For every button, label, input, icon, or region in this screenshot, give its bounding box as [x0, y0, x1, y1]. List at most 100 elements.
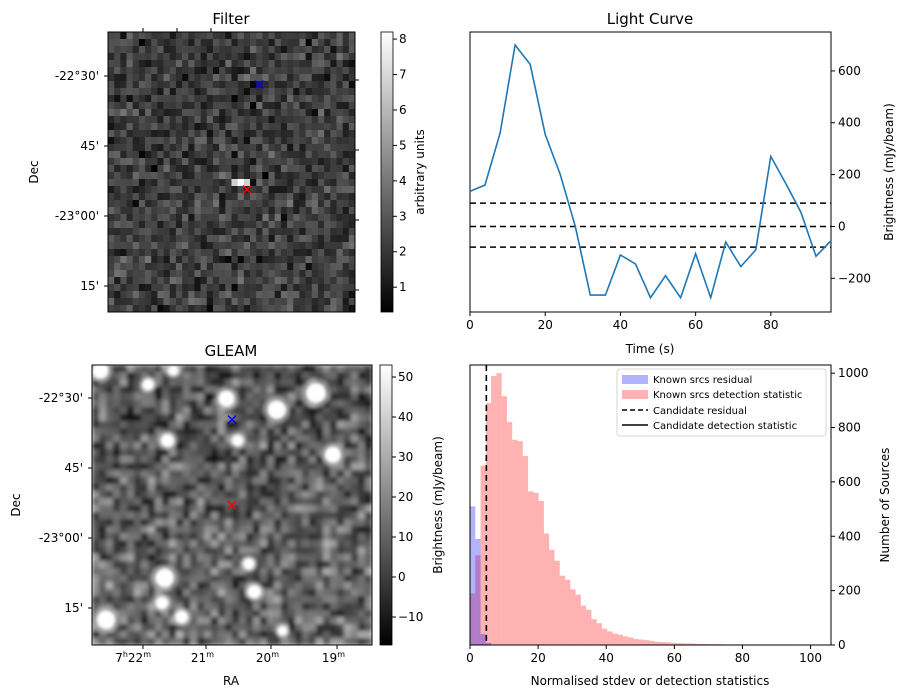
filter-pixel — [132, 137, 140, 145]
filter-pixel — [108, 53, 115, 61]
filter-pixel — [299, 291, 306, 299]
filter-pixel — [299, 305, 306, 313]
gleam-pixel — [176, 603, 184, 611]
filter-pixel — [163, 298, 171, 306]
filter-pixel — [237, 39, 245, 47]
gleam-pixel — [225, 568, 233, 576]
filter-pixel — [225, 305, 232, 313]
gleam-pixel — [92, 456, 100, 464]
gleam-pixel — [323, 575, 331, 583]
gleam-pixel — [295, 596, 303, 604]
filter-pixel — [212, 46, 220, 54]
gleam-pixel — [211, 449, 219, 457]
gleam-pixel — [211, 512, 219, 520]
filter-pixel — [219, 32, 226, 40]
filter-pixel — [330, 109, 337, 117]
gleam-pixel — [148, 533, 156, 541]
filter-pixel — [182, 88, 189, 96]
filter-pixel — [299, 95, 306, 103]
filter-pixel — [225, 39, 232, 47]
filter-pixel — [330, 263, 337, 271]
filter-pixel — [299, 277, 306, 285]
filter-pixel — [157, 165, 164, 173]
gleam-pixel — [330, 540, 338, 548]
gleam-pixel — [225, 547, 233, 555]
gleam-pixel — [344, 484, 352, 492]
gleam-pixel — [99, 589, 107, 597]
filter-pixel — [120, 116, 127, 124]
gleam-pixel — [309, 421, 317, 429]
filter-pixel — [182, 263, 189, 271]
histogram-bar — [591, 619, 597, 645]
filter-cb-tick-label: 8 — [399, 32, 407, 46]
filter-pixel — [212, 95, 220, 103]
gleam-pixel — [204, 421, 212, 429]
gleam-pixel — [246, 505, 254, 513]
gleam-pixel — [309, 610, 317, 618]
filter-pixel — [293, 200, 300, 208]
gleam-pixel — [190, 638, 198, 645]
gleam-pixel — [218, 477, 226, 485]
gleam-source — [174, 610, 189, 624]
gleam-pixel — [246, 407, 254, 415]
filter-pixel — [114, 249, 121, 257]
gleam-pixel — [365, 400, 372, 408]
gleam-pixel — [197, 365, 205, 373]
gleam-pixel — [365, 393, 372, 401]
gleam-pixel — [323, 407, 331, 415]
gleam-x-ticks: 7h22m 21m 20m 19m — [115, 645, 345, 665]
gleam-pixel — [323, 477, 331, 485]
gleam-pixel — [274, 428, 282, 436]
filter-pixel — [250, 46, 257, 54]
filter-pixel — [311, 53, 319, 61]
gleam-pixel — [239, 470, 247, 478]
filter-pixel — [182, 179, 189, 187]
filter-pixel — [231, 291, 238, 299]
gleam-pixel — [183, 540, 191, 548]
filter-pixel — [287, 60, 294, 68]
gleam-pixel — [197, 414, 205, 422]
gleam-pixel — [190, 568, 198, 576]
gleam-pixel — [330, 372, 338, 380]
filter-pixel — [200, 109, 208, 117]
filter-pixel — [299, 165, 306, 173]
filter-pixel — [330, 102, 337, 110]
gleam-pixel — [211, 582, 219, 590]
gleam-pixel — [197, 463, 205, 471]
filter-pixel — [120, 270, 127, 278]
gleam-pixel — [288, 372, 296, 380]
gleam-pixel — [176, 442, 184, 450]
gleam-pixel — [127, 582, 135, 590]
filter-pixel — [212, 291, 220, 299]
filter-pixel — [342, 277, 350, 285]
filter-pixel — [256, 172, 263, 180]
filter-pixel — [293, 102, 300, 110]
filter-pixel — [219, 109, 226, 117]
filter-pixel — [225, 109, 232, 117]
gleam-pixel — [211, 407, 219, 415]
filter-pixel — [219, 81, 226, 89]
gleam-pixel — [176, 554, 184, 562]
gleam-pixel — [281, 484, 289, 492]
gleam-pixel — [148, 400, 156, 408]
gleam-pixel — [274, 617, 282, 625]
filter-pixel — [311, 172, 319, 180]
filter-pixel — [237, 88, 245, 96]
filter-pixel — [342, 249, 350, 257]
gleam-pixel — [274, 456, 282, 464]
gleam-cb-tick-label: −10 — [398, 610, 423, 624]
gleam-pixel — [176, 470, 184, 478]
filter-pixel — [243, 88, 251, 96]
filter-pixel — [175, 116, 183, 124]
gleam-pixel — [323, 617, 331, 625]
gleam-pixel — [309, 365, 317, 373]
gleam-pixel — [253, 372, 261, 380]
gleam-pixel — [148, 449, 156, 457]
filter-pixel — [336, 144, 343, 152]
gleam-pixel — [330, 512, 338, 520]
gleam-xtick-label: 21m — [191, 650, 214, 665]
filter-pixel — [138, 284, 146, 292]
filter-pixel — [157, 263, 164, 271]
filter-pixel — [287, 186, 294, 194]
lightcurve-ylabel: Brightness (mJy/beam) — [882, 103, 896, 241]
